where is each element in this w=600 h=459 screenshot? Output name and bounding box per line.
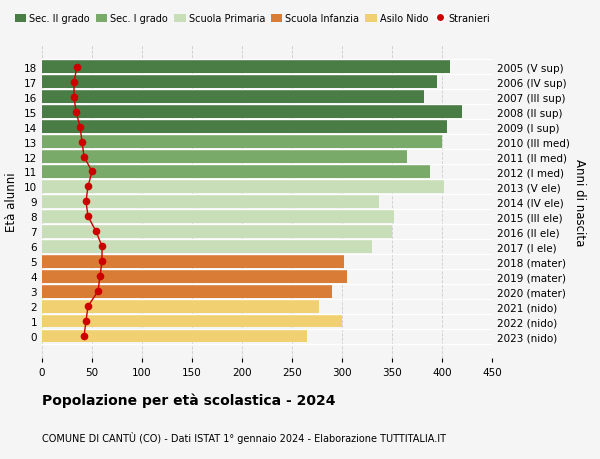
Y-axis label: Età alunni: Età alunni (5, 172, 19, 232)
Text: COMUNE DI CANTÙ (CO) - Dati ISTAT 1° gennaio 2024 - Elaborazione TUTTITALIA.IT: COMUNE DI CANTÙ (CO) - Dati ISTAT 1° gen… (42, 431, 446, 442)
Bar (42, 211, 394, 223)
Bar (42, 121, 447, 134)
Bar (42, 106, 462, 119)
Bar (42, 285, 332, 298)
Bar (42, 151, 407, 163)
Bar (42, 315, 342, 328)
Bar (42, 91, 424, 104)
Bar (42, 255, 344, 268)
Bar (42, 196, 379, 208)
Bar (42, 136, 442, 149)
Bar (42, 330, 307, 343)
Bar (42, 166, 430, 179)
Bar (42, 270, 347, 283)
Bar (42, 181, 444, 193)
Text: Popolazione per età scolastica - 2024: Popolazione per età scolastica - 2024 (42, 392, 335, 407)
Bar (42, 61, 450, 74)
Legend: Sec. II grado, Sec. I grado, Scuola Primaria, Scuola Infanzia, Asilo Nido, Stran: Sec. II grado, Sec. I grado, Scuola Prim… (11, 10, 494, 28)
Bar (42, 76, 437, 89)
Bar (42, 300, 319, 313)
Bar (42, 241, 372, 253)
Bar (42, 225, 392, 238)
Y-axis label: Anni di nascita: Anni di nascita (574, 158, 586, 246)
